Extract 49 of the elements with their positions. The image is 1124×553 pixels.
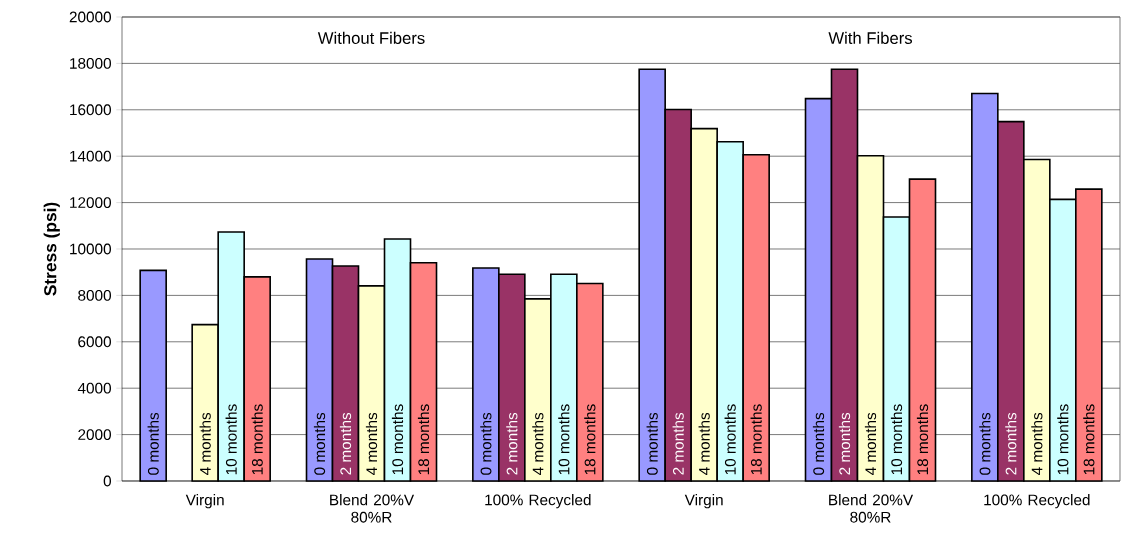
y-tick-label: 6000 [78,336,111,348]
x-tick-label: Blend 20%V 80%R [829,494,914,523]
text: 18 months [916,404,929,475]
y-tick-label: 20000 [69,11,111,23]
series-label: 0 months [147,412,159,475]
text: 4 months [365,412,378,476]
text: 2 months [672,412,684,475]
text: 18 months [417,404,430,475]
text: 2 months [838,412,851,475]
text: 2 months [1005,412,1017,475]
series-label: 4 months [199,412,211,476]
text: 4 months [698,412,710,476]
x-tick-label: 100% Recycled [485,494,591,509]
annotation: With Fibers [828,31,913,44]
y-tick-label: 8000 [78,289,111,301]
text: 2 months [506,412,518,475]
text: 0 months [313,412,326,475]
text: 0 months [812,412,825,475]
text: 10 months [724,404,736,475]
x-tick-label: Virgin [185,494,224,509]
x-tick-label: Blend 20%V 80%R [330,494,415,523]
text: 18 months [750,404,762,475]
text: 4 months [864,412,877,476]
series-label: 18 months [251,404,263,475]
y-tick-label: 16000 [70,104,111,116]
y-tick-label: 18000 [70,57,111,69]
x-tick-label: 100% Recycled [984,494,1090,509]
text: 18 months [584,404,596,475]
y-tick-label: 0 [103,475,112,487]
text: 10 months [890,404,903,475]
y-tick-label: 2000 [78,429,111,441]
series-label: 2 months [339,412,352,475]
text: 10 months [1057,404,1069,475]
text: 0 months [646,412,658,475]
annotation: Without Fibers [317,31,425,44]
text: 4 months [1031,412,1043,476]
text: 18 months [1083,404,1095,475]
text: 4 months [532,412,544,476]
y-tick-label: 12000 [70,197,111,209]
text: 0 months [979,412,991,475]
y-tick-label: 10000 [70,243,111,255]
text: 10 months [391,404,404,475]
text: 0 months [480,412,492,475]
y-axis-title: Stress (psi) [43,202,60,296]
y-tick-label: 14000 [70,150,111,162]
series-label: 10 months [225,404,237,475]
y-tick-label: 4000 [77,382,111,394]
x-tick-label: Virgin [684,494,723,509]
text: 10 months [558,404,570,475]
